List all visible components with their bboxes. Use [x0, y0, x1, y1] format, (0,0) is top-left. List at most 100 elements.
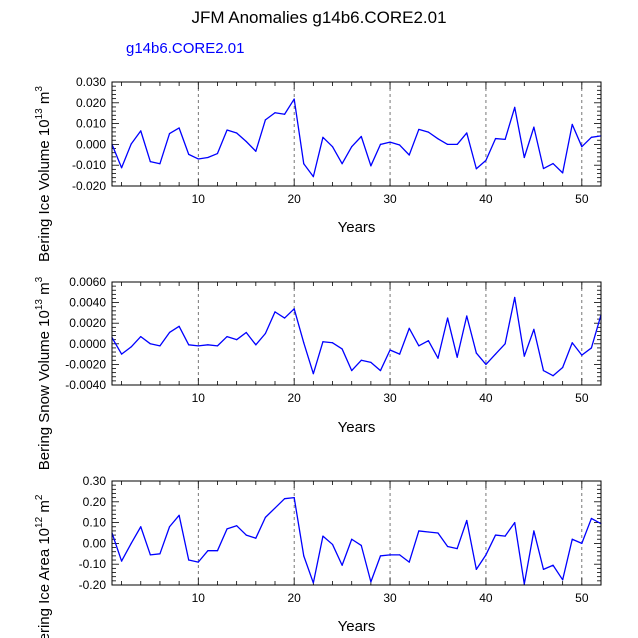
- data-point: [322, 535, 324, 537]
- data-point: [571, 123, 573, 126]
- x-tick-label: 40: [479, 192, 493, 206]
- y-tick-label: -0.020: [72, 179, 106, 193]
- data-point: [360, 359, 362, 361]
- data-point: [408, 327, 410, 329]
- data-point: [322, 136, 324, 138]
- data-point: [504, 343, 506, 345]
- plot-frame: [111, 480, 602, 586]
- y-tick-label: 0.0000: [69, 337, 106, 351]
- data-point: [562, 579, 564, 581]
- y-tick-label: 0.30: [83, 474, 107, 488]
- data-point: [590, 136, 593, 138]
- x-tick-label: 20: [287, 591, 301, 605]
- data-point: [552, 162, 554, 165]
- data-point: [312, 176, 314, 178]
- data-point: [120, 353, 123, 355]
- data-point: [562, 366, 564, 369]
- y-axis-title-unit-exponent: 3: [34, 86, 45, 92]
- data-point: [168, 132, 171, 135]
- data-point: [542, 167, 545, 170]
- x-tick-label: 40: [479, 391, 493, 405]
- data-point: [303, 163, 305, 165]
- data-point: [120, 167, 123, 169]
- data-point: [514, 106, 516, 108]
- data-point: [341, 163, 343, 165]
- y-axis-title: Bering Ice Area 1012 m2: [34, 494, 53, 638]
- data-point: [216, 152, 219, 155]
- data-point: [533, 530, 535, 532]
- data-point: [149, 554, 151, 556]
- data-point: [159, 553, 161, 555]
- x-axis-title: Years: [338, 419, 376, 436]
- data-point: [274, 507, 276, 509]
- x-tick-label: 40: [479, 591, 493, 605]
- chart-panel-1: -0.020 -0.010 0.000 0.010 0.020 0.030 10 20 30 40…: [34, 75, 602, 262]
- data-point: [552, 564, 554, 566]
- data-point: [351, 146, 353, 148]
- data-point: [188, 559, 190, 561]
- data-point: [542, 369, 545, 372]
- y-tick-label: 0.0040: [69, 296, 106, 310]
- data-point: [188, 153, 190, 155]
- data-point: [427, 531, 430, 533]
- data-point: [504, 138, 506, 141]
- data-point: [197, 561, 199, 563]
- data-point: [293, 98, 295, 100]
- data-point: [408, 154, 410, 156]
- data-point: [245, 331, 247, 334]
- y-axis-title-exponent: 13: [34, 299, 45, 311]
- data-point: [245, 140, 247, 143]
- data-point: [331, 543, 334, 546]
- x-axis-title: Years: [338, 618, 376, 635]
- y-axis-title-unit-exponent: 3: [34, 276, 45, 282]
- y-axis-title-main: Bering Snow Volume 10: [36, 310, 53, 470]
- data-point: [581, 354, 583, 356]
- data-point: [370, 581, 372, 583]
- data-point: [236, 339, 238, 341]
- data-point: [341, 348, 343, 350]
- x-tick-label: 50: [575, 591, 589, 605]
- y-tick-label: -0.10: [79, 557, 107, 571]
- x-tick-label: 30: [383, 192, 397, 206]
- x-tick-label: 30: [383, 391, 397, 405]
- data-point: [130, 542, 132, 545]
- data-point: [283, 317, 286, 319]
- y-axis-title-exponent: 13: [34, 108, 45, 120]
- data-point: [494, 534, 497, 536]
- data-point: [207, 344, 209, 346]
- chart-panel-2: -0.0040 -0.0020 0.0000 0.0020 0.0040 0.0060 10…: [34, 275, 602, 470]
- data-point: [188, 344, 190, 346]
- x-tick-label: 20: [287, 391, 301, 405]
- data-point: [370, 361, 372, 363]
- data-point: [274, 112, 276, 114]
- data-point: [149, 161, 151, 163]
- series-line: [111, 98, 602, 178]
- data-point: [130, 346, 132, 348]
- data-point: [456, 143, 458, 145]
- data-point: [485, 363, 487, 365]
- plot-frame: [111, 281, 602, 386]
- data-point: [159, 163, 161, 165]
- data-point: [283, 498, 286, 500]
- data-point: [216, 550, 219, 552]
- data-point: [236, 525, 238, 527]
- chart-title: JFM Anomalies g14b6.CORE2.01: [191, 8, 447, 27]
- data-point: [446, 317, 449, 319]
- data-point: [475, 168, 477, 170]
- data-point: [360, 544, 362, 547]
- data-point: [446, 545, 449, 548]
- y-tick-label: -0.20: [79, 578, 107, 592]
- data-point: [456, 356, 458, 358]
- data-point: [351, 538, 353, 540]
- data-point: [514, 296, 516, 299]
- data-point: [437, 357, 439, 359]
- data-point: [571, 342, 573, 344]
- data-point: [590, 347, 593, 349]
- data-point: [322, 341, 324, 343]
- data-point: [379, 369, 382, 372]
- data-point: [140, 526, 142, 528]
- data-point: [475, 568, 477, 571]
- data-point: [293, 308, 295, 310]
- y-tick-label: -0.0040: [65, 378, 106, 392]
